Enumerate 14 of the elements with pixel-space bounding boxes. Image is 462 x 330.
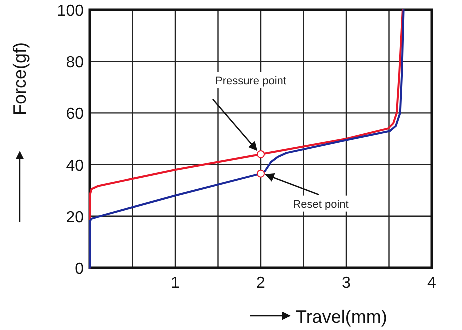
- x-axis-title: Travel(mm): [296, 307, 388, 327]
- y-tick-label: 80: [66, 54, 84, 72]
- y-tick-label: 0: [75, 261, 84, 278]
- y-tick-label: 60: [66, 106, 84, 124]
- y-tick-label: 20: [66, 209, 84, 226]
- y-axis-title: Force(gf): [10, 42, 30, 116]
- x-tick-label: 3: [342, 275, 352, 292]
- x-tick-label: 2: [256, 275, 266, 292]
- annotation: Pressure point: [216, 75, 286, 88]
- x-tick-label: 4: [428, 275, 437, 292]
- y-tick-label: 40: [66, 158, 84, 175]
- y-tick-label: 100: [57, 3, 84, 20]
- x-tick-label: 1: [171, 275, 180, 292]
- annotation: Reset point: [293, 198, 349, 211]
